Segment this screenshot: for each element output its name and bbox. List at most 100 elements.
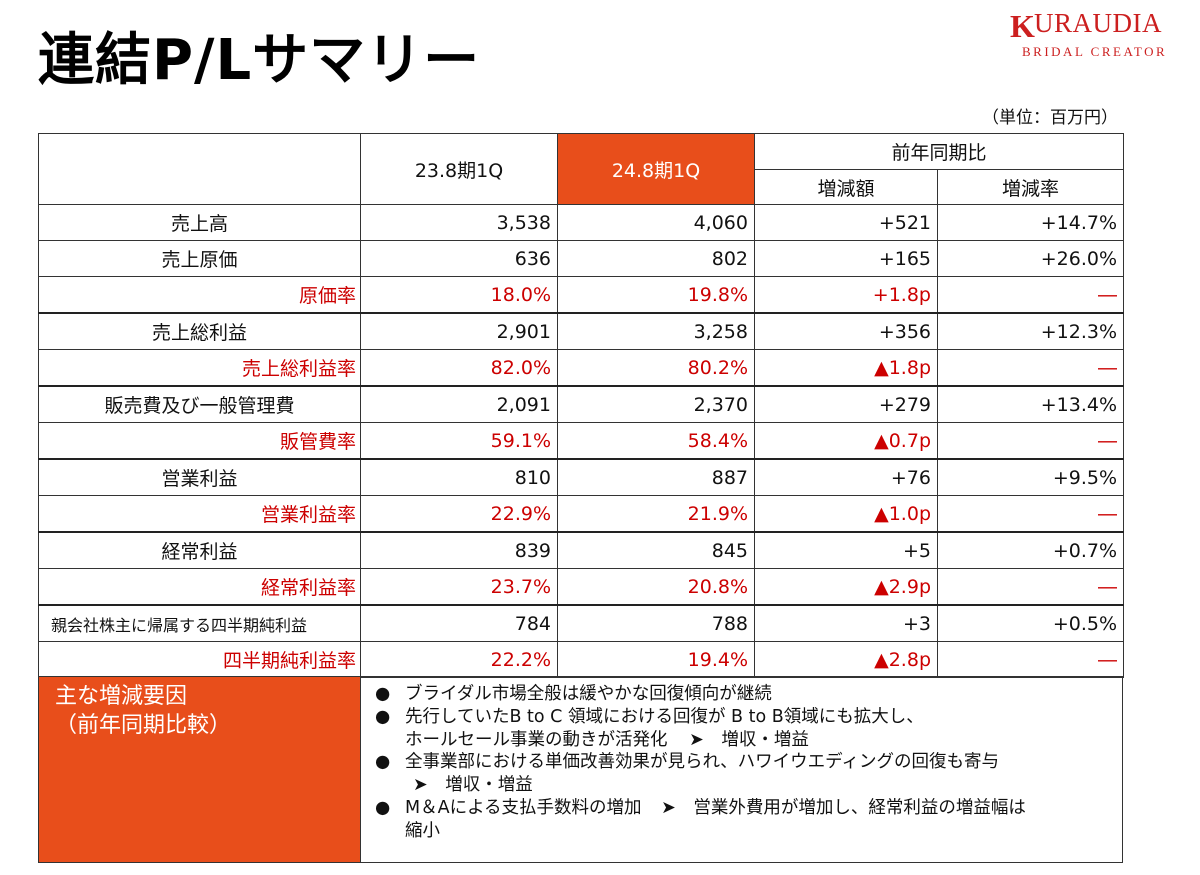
cell-prev: 2,901	[360, 312, 558, 350]
table-row: 親会社株主に帰属する四半期純利益 784 788 +3 +0.5%	[38, 604, 1125, 642]
cell-curr: 80.2%	[557, 349, 755, 387]
cell-prev: 810	[360, 458, 558, 496]
cell-curr: 19.8%	[557, 276, 755, 314]
arrow-icon: ➤	[413, 775, 428, 795]
header-current-period: 24.8期1Q	[557, 133, 755, 205]
cell-prev: 23.7%	[360, 568, 558, 606]
cell-rate: ―	[936, 349, 1125, 387]
row-label: 販売費及び一般管理費	[38, 385, 361, 423]
item-text: ホールセール事業の動きが活発化	[405, 729, 668, 750]
cell-curr: 21.9%	[557, 495, 755, 533]
table-row: 売上原価 636 802 +165 +26.0%	[38, 240, 1125, 277]
bullet-icon: ●	[375, 706, 391, 727]
header-blank	[38, 133, 361, 205]
item-text: M＆Aによる支払手数料の増加	[405, 797, 642, 818]
header-prev-period: 23.8期1Q	[360, 133, 558, 205]
row-label: 売上原価	[38, 240, 361, 277]
row-label: 営業利益率	[38, 495, 361, 533]
row-label: 売上高	[38, 204, 361, 241]
cell-diff: +356	[754, 312, 938, 350]
list-item: ● 全事業部における単価改善効果が見られ、ハワイウエディングの回復も寄与	[375, 751, 1114, 774]
cell-diff: ▲1.8p	[754, 349, 938, 387]
cell-prev: 2,091	[360, 385, 558, 423]
cell-rate: +0.7%	[936, 531, 1125, 569]
arrow-icon: ➤	[689, 729, 704, 750]
item-text: 先行していたB to C 領域における回復が B to B領域にも拡大し、	[405, 706, 924, 727]
cell-diff: +521	[754, 204, 938, 241]
row-label: 親会社株主に帰属する四半期純利益	[38, 604, 361, 642]
cell-diff: +165	[754, 240, 938, 277]
row-label: 経常利益率	[38, 568, 361, 606]
list-item-continuation: ➤ 増収・増益	[375, 774, 1114, 797]
table-row: 販管費率 59.1% 58.4% ▲0.7p ―	[38, 422, 1125, 460]
cell-rate: +26.0%	[936, 240, 1125, 277]
row-label: 売上総利益	[38, 312, 361, 350]
change-factors-list: ● ブライダル市場全般は緩やかな回復傾向が継続 ● 先行していたB to C 領…	[361, 677, 1122, 862]
table-row: 売上総利益率 82.0% 80.2% ▲1.8p ―	[38, 349, 1125, 387]
logo-word: URAUDIA	[1034, 8, 1162, 38]
pl-summary-table: 23.8期1Q 24.8期1Q 前年同期比 増減額 増減率 売上高 3,538 …	[38, 133, 1125, 678]
cell-rate: ―	[936, 495, 1125, 533]
cell-curr: 2,370	[557, 385, 755, 423]
table-row: 経常利益 839 845 +5 +0.7%	[38, 531, 1125, 569]
list-item: ● M＆Aによる支払手数料の増加 ➤ 営業外費用が増加し、経常利益の増益幅は	[375, 797, 1114, 820]
cell-diff: ▲2.8p	[754, 641, 938, 678]
logo-subtitle: BRIDAL CREATOR	[1022, 44, 1168, 59]
cell-prev: 59.1%	[360, 422, 558, 460]
cell-prev: 22.2%	[360, 641, 558, 678]
cell-diff: +279	[754, 385, 938, 423]
cell-diff: +1.8p	[754, 276, 938, 314]
item-text: 縮小	[405, 820, 440, 841]
item-text: 全事業部における単価改善効果が見られ、ハワイウエディングの回復も寄与	[405, 752, 999, 773]
cell-rate: ―	[936, 422, 1125, 460]
cell-rate: ―	[936, 568, 1125, 606]
row-label: 四半期純利益率	[38, 641, 361, 678]
cell-diff: +3	[754, 604, 938, 642]
table-row: 営業利益率 22.9% 21.9% ▲1.0p ―	[38, 495, 1125, 533]
cell-curr: 887	[557, 458, 755, 496]
cell-curr: 4,060	[557, 204, 755, 241]
cell-prev: 22.9%	[360, 495, 558, 533]
arrow-icon: ➤	[661, 797, 676, 818]
cell-rate: +9.5%	[936, 458, 1125, 496]
cell-diff: ▲2.9p	[754, 568, 938, 606]
cell-prev: 82.0%	[360, 349, 558, 387]
row-label: 原価率	[38, 276, 361, 314]
header-rate: 増減率	[936, 169, 1125, 205]
heading-line-1: 主な増減要因	[55, 684, 188, 709]
cell-rate: +12.3%	[936, 312, 1125, 350]
cell-diff: +5	[754, 531, 938, 569]
cell-prev: 636	[360, 240, 558, 277]
item-text: ブライダル市場全般は緩やかな回復傾向が継続	[405, 684, 772, 704]
table-row: 営業利益 810 887 +76 +9.5%	[38, 458, 1125, 496]
cell-diff: ▲0.7p	[754, 422, 938, 460]
cell-prev: 839	[360, 531, 558, 569]
list-item: ● 先行していたB to C 領域における回復が B to B領域にも拡大し、	[375, 706, 1114, 729]
bullet-icon: ●	[375, 797, 391, 818]
bullet-icon: ●	[375, 752, 391, 773]
table-row: 経常利益率 23.7% 20.8% ▲2.9p ―	[38, 568, 1125, 606]
item-result: 増収・増益	[445, 775, 533, 795]
bullet-icon: ●	[375, 684, 391, 704]
cell-curr: 3,258	[557, 312, 755, 350]
item-result: 営業外費用が増加し、経常利益の増益幅は	[693, 797, 1026, 818]
table-row: 売上総利益 2,901 3,258 +356 +12.3%	[38, 312, 1125, 350]
table-row: 販売費及び一般管理費 2,091 2,370 +279 +13.4%	[38, 385, 1125, 423]
logo-k-letter: K	[1010, 8, 1035, 44]
change-factors-heading: 主な増減要因 （前年同期比較）	[39, 677, 361, 862]
table-row: 原価率 18.0% 19.8% +1.8p ―	[38, 276, 1125, 314]
change-factors-box: 主な増減要因 （前年同期比較） ● ブライダル市場全般は緩やかな回復傾向が継続 …	[38, 676, 1123, 863]
item-result: 増収・増益	[721, 729, 809, 750]
cell-curr: 19.4%	[557, 641, 755, 678]
row-label: 経常利益	[38, 531, 361, 569]
table-row: 売上高 3,538 4,060 +521 +14.7%	[38, 204, 1125, 241]
list-item-continuation: ホールセール事業の動きが活発化 ➤ 増収・増益	[375, 729, 1114, 752]
header-diff: 増減額	[754, 169, 938, 205]
cell-rate: +13.4%	[936, 385, 1125, 423]
cell-prev: 784	[360, 604, 558, 642]
cell-diff: +76	[754, 458, 938, 496]
cell-curr: 802	[557, 240, 755, 277]
kuraudia-logo: K URAUDIA BRIDAL CREATOR	[1010, 8, 1188, 63]
cell-curr: 845	[557, 531, 755, 569]
unit-note: （単位：百万円）	[982, 108, 1118, 128]
